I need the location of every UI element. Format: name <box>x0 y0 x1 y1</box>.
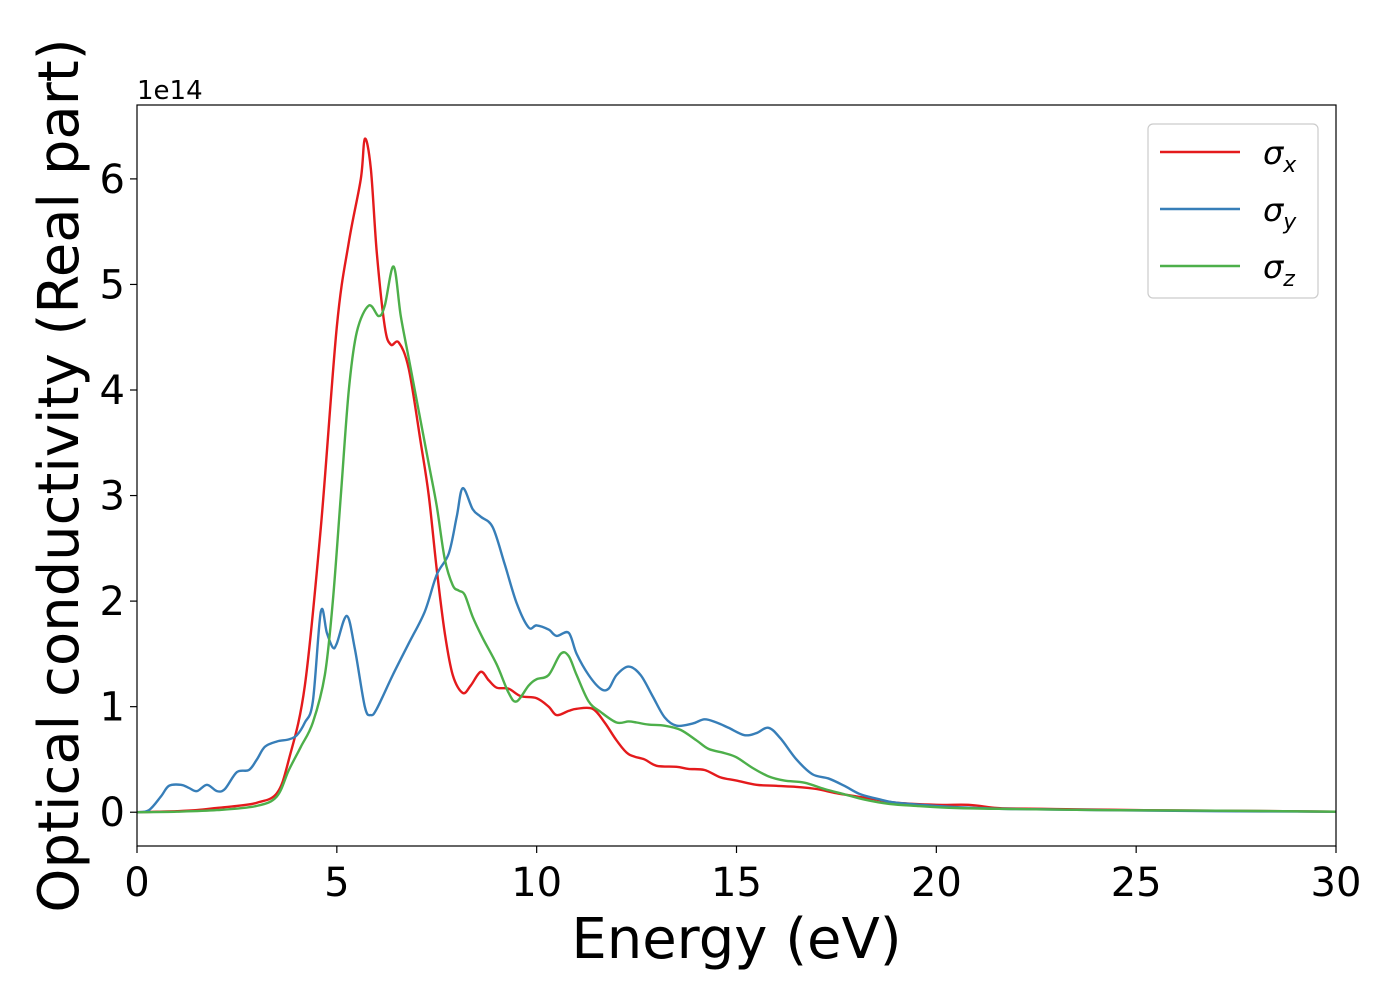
y-tick-label: 1 <box>100 685 125 731</box>
legend-label-z: σz <box>1263 248 1295 292</box>
y-tick-label: 6 <box>100 157 125 203</box>
x-tick-label: 20 <box>911 860 962 906</box>
series-layer <box>136 137 1337 814</box>
series-line-z <box>136 265 1337 814</box>
series-line-x <box>136 137 1337 814</box>
x-axis-label: Energy (eV) <box>571 907 901 972</box>
x-tick-label: 0 <box>124 860 149 906</box>
legend-label-y: σy <box>1263 191 1297 235</box>
legend-label-x: σx <box>1263 134 1297 178</box>
legend-box <box>1147 123 1319 299</box>
x-tick-label: 15 <box>711 860 762 906</box>
y-offset-label: 1e14 <box>137 76 203 106</box>
y-tick-label: 4 <box>100 368 125 414</box>
y-tick-label: 2 <box>100 579 125 625</box>
y-tick-label: 5 <box>100 262 125 308</box>
x-tick-label: 30 <box>1311 860 1362 906</box>
x-axis: 0 5 10 15 20 25 30 <box>124 846 1361 906</box>
x-tick-label: 10 <box>511 860 562 906</box>
y-tick-label: 0 <box>100 790 125 836</box>
legend: σx σy σz <box>1147 123 1319 299</box>
y-tick-label: 3 <box>100 474 125 520</box>
x-tick-label: 25 <box>1111 860 1162 906</box>
plot-area <box>136 104 1337 847</box>
series-line-y <box>136 486 1337 814</box>
y-axis: 0 1 2 3 4 5 6 <box>100 157 137 836</box>
y-axis-label: Optical conductivity (Real part) <box>27 38 92 912</box>
x-tick-label: 5 <box>324 860 349 906</box>
